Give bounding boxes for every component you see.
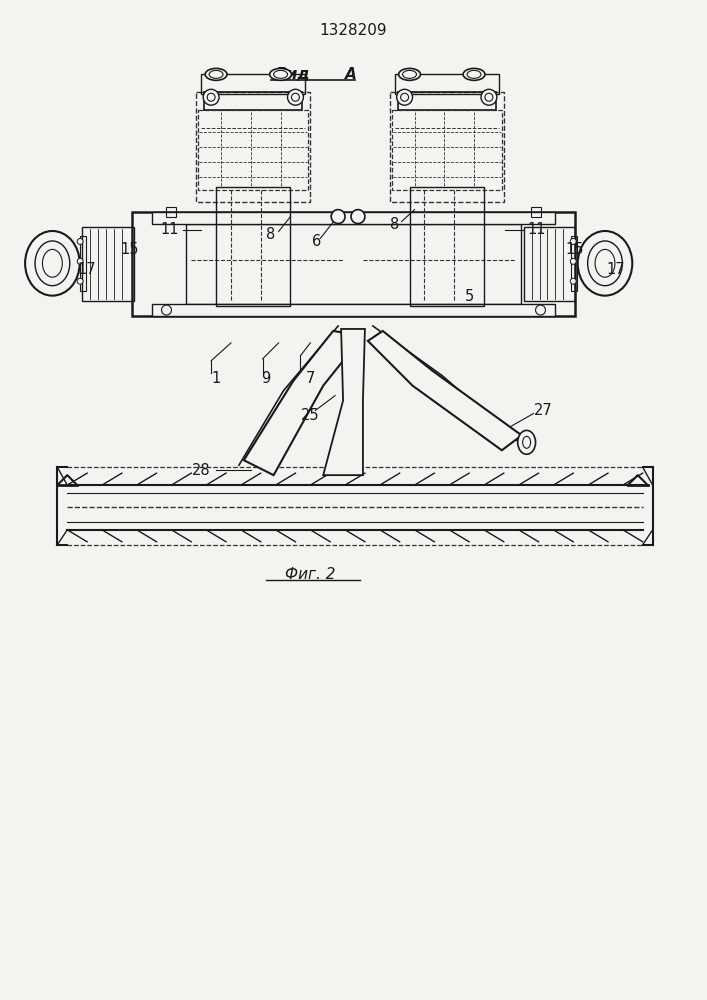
Ellipse shape xyxy=(402,70,416,78)
Circle shape xyxy=(351,210,365,224)
Bar xyxy=(392,110,502,190)
Text: 17: 17 xyxy=(607,262,625,277)
Text: 1: 1 xyxy=(211,371,221,386)
Circle shape xyxy=(288,89,303,105)
Text: 25: 25 xyxy=(301,408,320,423)
Circle shape xyxy=(203,89,219,105)
Ellipse shape xyxy=(595,249,615,277)
Circle shape xyxy=(77,278,83,284)
Polygon shape xyxy=(323,329,365,475)
Ellipse shape xyxy=(35,241,70,286)
Circle shape xyxy=(77,258,83,264)
Ellipse shape xyxy=(399,68,421,80)
Circle shape xyxy=(401,93,409,101)
Bar xyxy=(82,227,134,301)
Ellipse shape xyxy=(274,70,288,78)
Text: 15: 15 xyxy=(565,242,583,257)
Ellipse shape xyxy=(518,430,536,454)
Circle shape xyxy=(291,93,300,101)
Bar xyxy=(80,236,86,291)
Bar xyxy=(198,110,308,190)
Circle shape xyxy=(485,93,493,101)
Ellipse shape xyxy=(269,68,291,80)
Text: 17: 17 xyxy=(78,262,96,277)
Circle shape xyxy=(571,258,576,264)
Ellipse shape xyxy=(522,436,530,448)
Ellipse shape xyxy=(209,70,223,78)
Text: 27: 27 xyxy=(534,403,553,418)
Ellipse shape xyxy=(205,68,227,80)
Text: 11: 11 xyxy=(160,222,179,237)
Circle shape xyxy=(77,238,83,244)
Bar xyxy=(524,227,575,301)
Ellipse shape xyxy=(467,70,481,78)
Bar xyxy=(390,92,504,202)
Text: 5: 5 xyxy=(464,289,474,304)
Bar xyxy=(204,92,303,110)
Circle shape xyxy=(481,89,497,105)
Polygon shape xyxy=(368,331,522,450)
Circle shape xyxy=(207,93,215,101)
Bar xyxy=(132,212,575,316)
Text: 8: 8 xyxy=(266,227,275,242)
Text: 8: 8 xyxy=(390,217,399,232)
Bar xyxy=(187,224,520,304)
Text: 11: 11 xyxy=(527,222,546,237)
Ellipse shape xyxy=(588,241,622,286)
Bar xyxy=(530,207,541,217)
Bar xyxy=(409,187,484,306)
Circle shape xyxy=(331,210,345,224)
Bar xyxy=(197,92,310,202)
Text: 1328209: 1328209 xyxy=(319,23,387,38)
Bar xyxy=(395,74,499,94)
Bar xyxy=(571,236,577,291)
Text: 9: 9 xyxy=(261,371,270,386)
Circle shape xyxy=(571,278,576,284)
Circle shape xyxy=(536,305,546,315)
Circle shape xyxy=(571,238,576,244)
Text: 7: 7 xyxy=(305,371,315,386)
Text: Фиг. 2: Фиг. 2 xyxy=(285,567,336,582)
Circle shape xyxy=(397,89,412,105)
Bar xyxy=(166,207,177,217)
Circle shape xyxy=(161,305,171,315)
Bar xyxy=(201,74,305,94)
Bar xyxy=(151,212,556,224)
Text: 15: 15 xyxy=(120,242,139,257)
Text: А: А xyxy=(345,67,357,82)
Polygon shape xyxy=(244,331,363,475)
Ellipse shape xyxy=(578,231,632,296)
Ellipse shape xyxy=(42,249,62,277)
Ellipse shape xyxy=(25,231,80,296)
Ellipse shape xyxy=(463,68,485,80)
Bar xyxy=(151,304,556,316)
Text: 6: 6 xyxy=(312,234,321,249)
Bar xyxy=(397,92,496,110)
Bar xyxy=(216,187,291,306)
Text: Вид: Вид xyxy=(276,67,310,82)
Text: 28: 28 xyxy=(192,463,211,478)
